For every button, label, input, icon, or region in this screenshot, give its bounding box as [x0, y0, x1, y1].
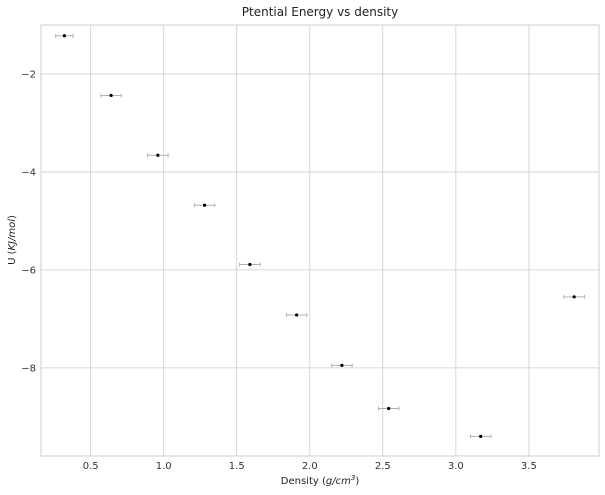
point-marker: [156, 153, 160, 157]
y-axis-label-suffix: ): [7, 215, 18, 219]
data-point: [147, 153, 169, 158]
point-marker: [109, 93, 113, 98]
grid: [41, 25, 599, 456]
x-axis-label-unit: g/cm: [326, 476, 351, 487]
x-axis-label: Density (g/cm3): [281, 474, 360, 487]
data-point: [563, 294, 585, 299]
y-tick-label: −8: [21, 363, 36, 374]
data-point: [469, 434, 492, 439]
data-point: [377, 406, 400, 411]
data-point: [193, 203, 216, 208]
point-marker: [479, 434, 483, 439]
data-points: [55, 33, 585, 439]
x-tick-label: 2.5: [375, 461, 391, 472]
point-marker: [387, 406, 391, 411]
data-point: [285, 312, 308, 317]
y-tick-label: −6: [21, 265, 36, 276]
x-tick-label: 3.5: [521, 461, 537, 472]
data-point: [55, 33, 74, 38]
y-axis-label-unit: KJ/mol: [7, 219, 18, 251]
point-marker: [340, 363, 344, 367]
x-tick-label: 1.5: [229, 461, 245, 472]
point-marker: [248, 262, 252, 267]
data-point: [239, 262, 261, 267]
point-marker: [62, 34, 66, 38]
y-axis-ticks: −2 −4 −6 −8: [21, 69, 36, 374]
x-tick-label: 1.0: [156, 461, 172, 472]
data-point: [331, 363, 353, 368]
y-axis-label: U (KJ/mol): [7, 215, 18, 265]
point-marker: [203, 203, 207, 207]
x-axis-label-suffix: ): [355, 476, 359, 487]
plot-frame: [40, 24, 600, 457]
y-tick-label: −2: [21, 69, 36, 80]
y-tick-label: −4: [21, 167, 36, 178]
point-marker: [572, 295, 576, 299]
plot-area: [41, 25, 599, 456]
x-tick-label: 2.0: [302, 461, 318, 472]
data-point: [100, 93, 122, 98]
x-tick-label: 0.5: [83, 461, 99, 472]
y-axis-label-prefix: U (: [7, 250, 18, 264]
x-axis-ticks: 0.5 1.0 1.5 2.0 2.5 3.0 3.5: [83, 461, 537, 472]
x-axis-label-prefix: Density (: [281, 476, 326, 487]
chart-title: Ptential Energy vs density: [242, 5, 398, 19]
x-axis-label-exponent: 3: [351, 474, 355, 482]
point-marker: [295, 313, 299, 317]
x-tick-label: 3.0: [448, 461, 464, 472]
